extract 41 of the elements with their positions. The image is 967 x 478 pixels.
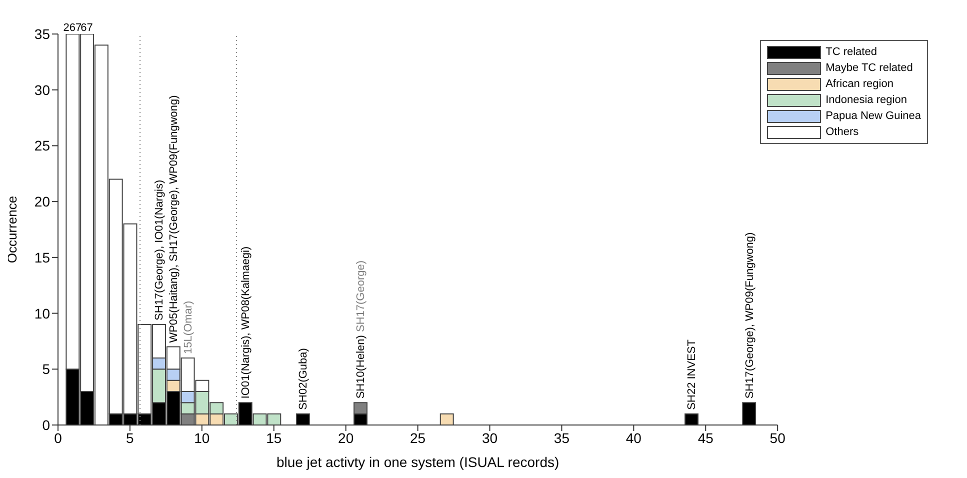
- x-tick-label: 15: [266, 430, 282, 446]
- x-axis-title: blue jet activty in one system (ISUAL records): [276, 454, 560, 470]
- annotation: WP05(Haitang), SH17(George), WP09(Fungwong): [168, 95, 180, 343]
- annotation: SH10(Helen): [355, 335, 368, 399]
- x-tick-label: 20: [338, 430, 354, 446]
- x-tick-label: 10: [194, 430, 210, 446]
- x-tick-label: 5: [126, 430, 134, 446]
- x-tick-label: 50: [770, 430, 786, 446]
- bar: [440, 413, 454, 425]
- y-tick-label: 0: [42, 416, 50, 433]
- annotation: SH17(George), WP09(Fungwong): [744, 232, 756, 399]
- legend-label: Indonesia region: [826, 94, 907, 106]
- legend-label: African region: [826, 78, 894, 90]
- x-tick-label: 35: [554, 430, 570, 446]
- bar: [742, 402, 756, 425]
- y-tick-label: 25: [34, 138, 50, 154]
- annotation: 67: [80, 22, 93, 34]
- annotation: IO01(Nargis), WP08(Kalmaegi): [240, 246, 252, 399]
- y-tick-label: 5: [42, 361, 50, 378]
- y-tick-label: 30: [34, 82, 50, 98]
- x-tick-label: 30: [482, 430, 498, 446]
- bar: [684, 413, 698, 425]
- x-tick-label: 25: [410, 430, 426, 446]
- y-tick-label: 10: [34, 305, 50, 322]
- annotation: SH17(George), IO01(Nargis): [154, 180, 166, 320]
- annotation: 267: [63, 22, 82, 34]
- legend-label: Others: [826, 126, 859, 138]
- annotation: SH02(Guba): [298, 348, 310, 410]
- legend-label: TC related: [826, 46, 877, 58]
- annotation: 15L(Omar): [182, 300, 195, 354]
- x-tick-label: 40: [626, 430, 642, 446]
- y-tick-label: 15: [34, 249, 50, 266]
- y-tick-label: 35: [34, 26, 50, 42]
- legend-label: Maybe TC related: [826, 62, 913, 74]
- annotation: SH17(George): [355, 260, 368, 336]
- y-tick-label: 20: [34, 194, 50, 210]
- x-tick-label: 0: [54, 430, 62, 446]
- annotation: SH22 INVEST: [686, 339, 698, 410]
- x-tick-label: 45: [698, 430, 714, 446]
- legend-label: Papua New Guinea: [826, 110, 921, 122]
- bar: [296, 413, 310, 425]
